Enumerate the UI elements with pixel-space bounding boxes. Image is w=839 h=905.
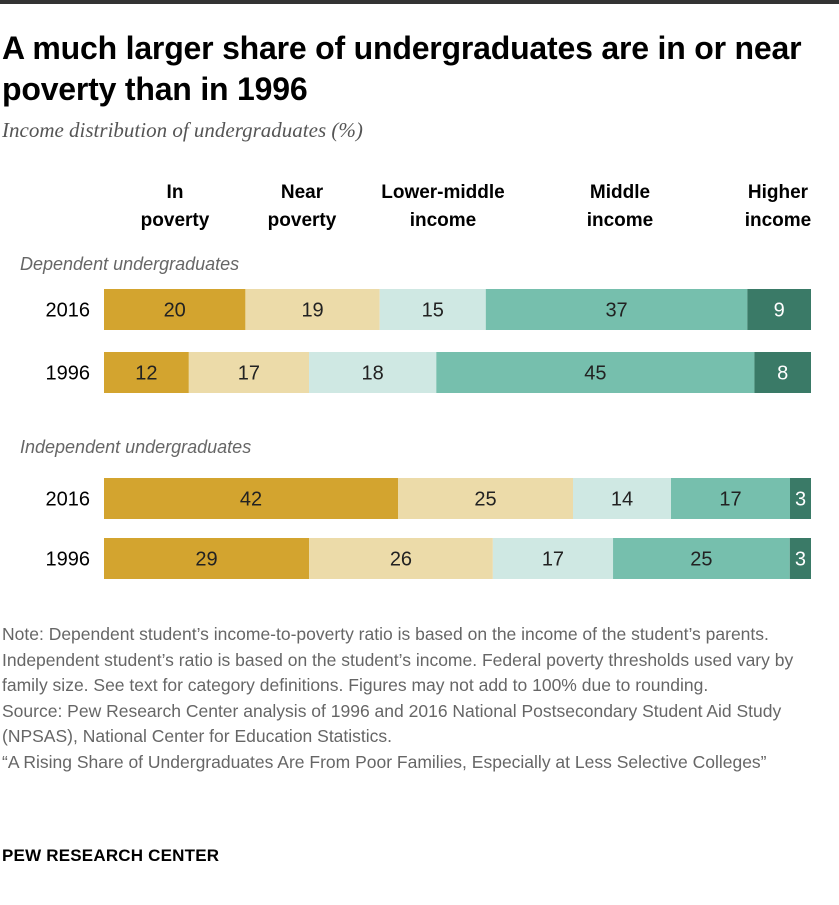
bar-segment-g1-r2-c4 [436, 352, 755, 393]
year-label-1996-group-2: 1996 [46, 549, 91, 571]
category-header-1-line-1: In [167, 182, 184, 203]
year-label-2016-group-1: 2016 [46, 300, 91, 322]
bar-segment-g1-r1-c4 [485, 289, 748, 330]
bar-segment-g2-r2-c2 [309, 538, 493, 579]
data-label-g1-r1-c3: 15 [422, 300, 444, 322]
brand-logo-text: PEW RESEARCH CENTER [2, 846, 220, 865]
data-label-g2-r1-c5: 3 [795, 489, 806, 511]
bar-segment-g2-r2-c5 [789, 538, 811, 579]
category-header-5-line-2: income [745, 210, 812, 231]
category-header-3-line-1: Lower-middle [381, 182, 505, 203]
data-label-g1-r2-c1: 12 [135, 363, 157, 385]
group-label-2: Independent undergraduates [20, 437, 251, 457]
data-label-g1-r1-c2: 19 [301, 300, 323, 322]
bar-segment-g1-r2-c2 [188, 352, 310, 393]
chart-subtitle: Income distribution of undergraduates (%… [2, 118, 363, 142]
data-label-g1-r2-c2: 17 [238, 363, 260, 385]
bar-segment-g1-r2-c5 [754, 352, 811, 393]
stacked-bar-chart: In poverty Near poverty Lower-middle income Mi… [20, 182, 812, 579]
year-label-1996-group-1: 1996 [46, 363, 91, 385]
data-label-g2-r2-c2: 26 [390, 549, 412, 571]
bar-segment-g1-r1-c1 [104, 289, 246, 330]
category-header-4-line-2: income [587, 210, 654, 231]
bar-segment-g2-r1-c2 [398, 478, 573, 519]
data-label-g1-r2-c4: 45 [584, 363, 606, 385]
bar-segment-g2-r1-c1 [104, 478, 398, 519]
bar-segment-g1-r2-c1 [104, 352, 189, 393]
category-header-5-line-1: Higher [748, 182, 809, 203]
bar-segment-g2-r1-c4 [671, 478, 790, 519]
data-label-g2-r1-c4: 17 [719, 489, 741, 511]
group-label-1: Dependent undergraduates [20, 254, 239, 274]
data-label-g2-r1-c2: 25 [474, 489, 496, 511]
category-header-2-line-2: poverty [268, 210, 337, 231]
data-label-g2-r2-c3: 17 [542, 549, 564, 571]
data-label-g1-r1-c1: 20 [164, 300, 186, 322]
category-header-2-line-1: Near [281, 182, 324, 203]
bar-segment-g1-r2-c3 [309, 352, 437, 393]
data-label-g1-r1-c5: 9 [774, 300, 785, 322]
data-label-g2-r1-c1: 42 [240, 489, 262, 511]
bar-segment-g1-r1-c3 [379, 289, 486, 330]
bar-segment-g2-r2-c4 [613, 538, 790, 579]
category-header-3-line-2: income [410, 210, 477, 231]
bar-segment-g1-r1-c2 [245, 289, 380, 330]
year-label-2016-group-2: 2016 [46, 489, 91, 511]
report-title: “A Rising Share of Undergraduates Are Fr… [2, 751, 767, 772]
chart-title: A much larger share of undergraduates ar… [2, 30, 802, 107]
top-rule [0, 0, 839, 4]
note-text: Note: Dependent student’s income-to-pove… [2, 624, 794, 695]
category-header-4-line-1: Middle [590, 182, 650, 203]
data-label-g2-r2-c4: 25 [690, 549, 712, 571]
data-label-g1-r2-c3: 18 [362, 363, 384, 385]
bar-segment-g1-r1-c5 [747, 289, 811, 330]
data-label-g1-r2-c5: 8 [777, 363, 788, 385]
data-label-g2-r1-c3: 14 [611, 489, 633, 511]
data-label-g2-r2-c5: 3 [795, 549, 806, 571]
bar-segment-g2-r2-c3 [492, 538, 614, 579]
data-label-g1-r1-c4: 37 [605, 300, 627, 322]
source-text: Source: Pew Research Center analysis of … [2, 700, 782, 747]
category-header-1-line-2: poverty [141, 210, 210, 231]
data-label-g2-r2-c1: 29 [195, 549, 217, 571]
bar-segment-g2-r1-c3 [573, 478, 671, 519]
chart-notes: Note: Dependent student’s income-to-pove… [2, 622, 832, 775]
bar-segment-g2-r1-c5 [790, 478, 811, 519]
bar-segment-g2-r2-c1 [104, 538, 310, 579]
